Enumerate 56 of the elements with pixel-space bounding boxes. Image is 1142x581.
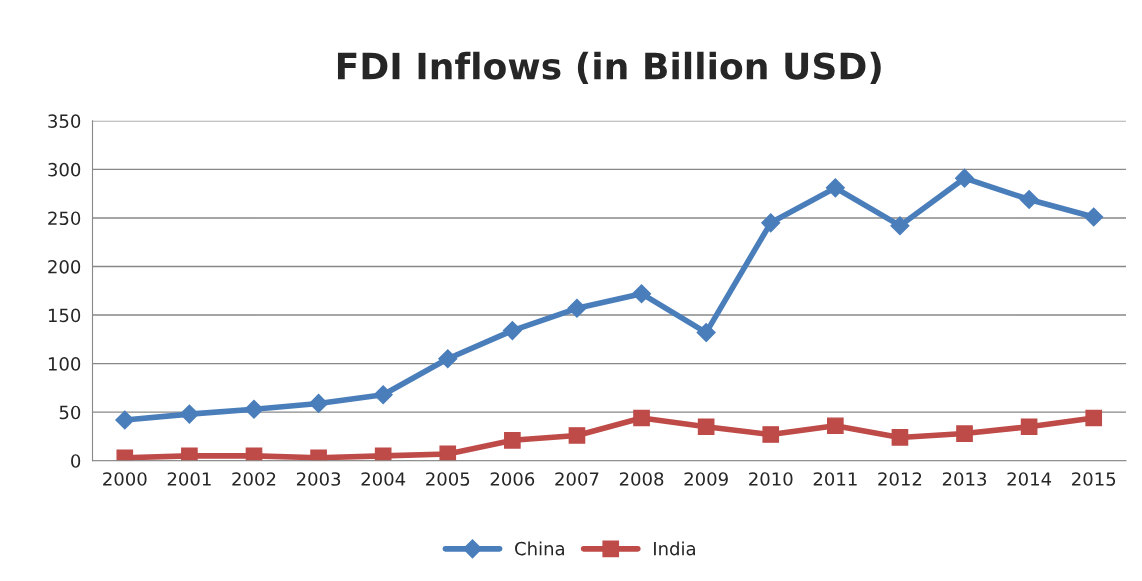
point — [1085, 409, 1103, 427]
y-tick-label: 50 — [59, 405, 81, 420]
point — [568, 427, 586, 444]
point — [567, 298, 587, 318]
point — [891, 429, 909, 446]
point — [633, 409, 650, 427]
x-tick-label: 2010 — [749, 472, 793, 486]
point — [954, 168, 975, 188]
point — [761, 213, 781, 233]
point — [1084, 207, 1104, 227]
y-tick-label: 150 — [48, 308, 81, 323]
point — [244, 399, 264, 419]
x-tick-label: 2007 — [555, 472, 599, 486]
point — [1020, 418, 1038, 436]
x-tick-label: 2013 — [942, 472, 987, 486]
point — [504, 432, 521, 449]
x-tick-label: 2011 — [813, 472, 857, 486]
point — [762, 426, 780, 443]
point — [1019, 189, 1039, 210]
x-tick-label: 2004 — [361, 472, 406, 486]
point — [827, 417, 844, 435]
point — [115, 410, 135, 430]
x-tick-label: 2015 — [1072, 472, 1116, 486]
point — [309, 393, 329, 413]
point — [374, 447, 392, 461]
y-tick-label: 0 — [71, 454, 81, 468]
point — [438, 349, 458, 369]
chart-title: FDI Inflows (in Billion USD) — [337, 51, 881, 84]
x-tick-label: 2006 — [490, 472, 535, 486]
point — [373, 385, 393, 405]
x-tick-label: 2009 — [684, 472, 728, 486]
x-tick-label: 2012 — [878, 472, 922, 486]
legend-label: India — [654, 541, 695, 556]
y-tick-label: 250 — [48, 211, 81, 226]
x-tick-label: 2014 — [1007, 472, 1052, 486]
x-tick-label: 2005 — [426, 472, 470, 486]
y-tick-label: 100 — [48, 357, 81, 371]
point — [825, 178, 845, 198]
point — [697, 418, 715, 436]
point — [439, 445, 457, 461]
x-tick-label: 2008 — [619, 472, 664, 486]
y-tick-label: 300 — [48, 162, 81, 177]
legend-label: China — [515, 541, 564, 556]
point — [502, 321, 522, 341]
x-tick-label: 2003 — [296, 472, 341, 486]
x-tick-label: 2002 — [232, 472, 276, 486]
point — [632, 284, 652, 304]
point — [956, 425, 973, 442]
point — [890, 216, 910, 236]
point — [179, 404, 199, 424]
point — [181, 447, 198, 461]
x-tick-label: 2000 — [103, 472, 147, 486]
point — [696, 323, 716, 343]
y-tick-label: 350 — [48, 114, 81, 128]
x-tick-label: 2001 — [167, 472, 211, 486]
y-tick-label: 200 — [48, 259, 81, 274]
